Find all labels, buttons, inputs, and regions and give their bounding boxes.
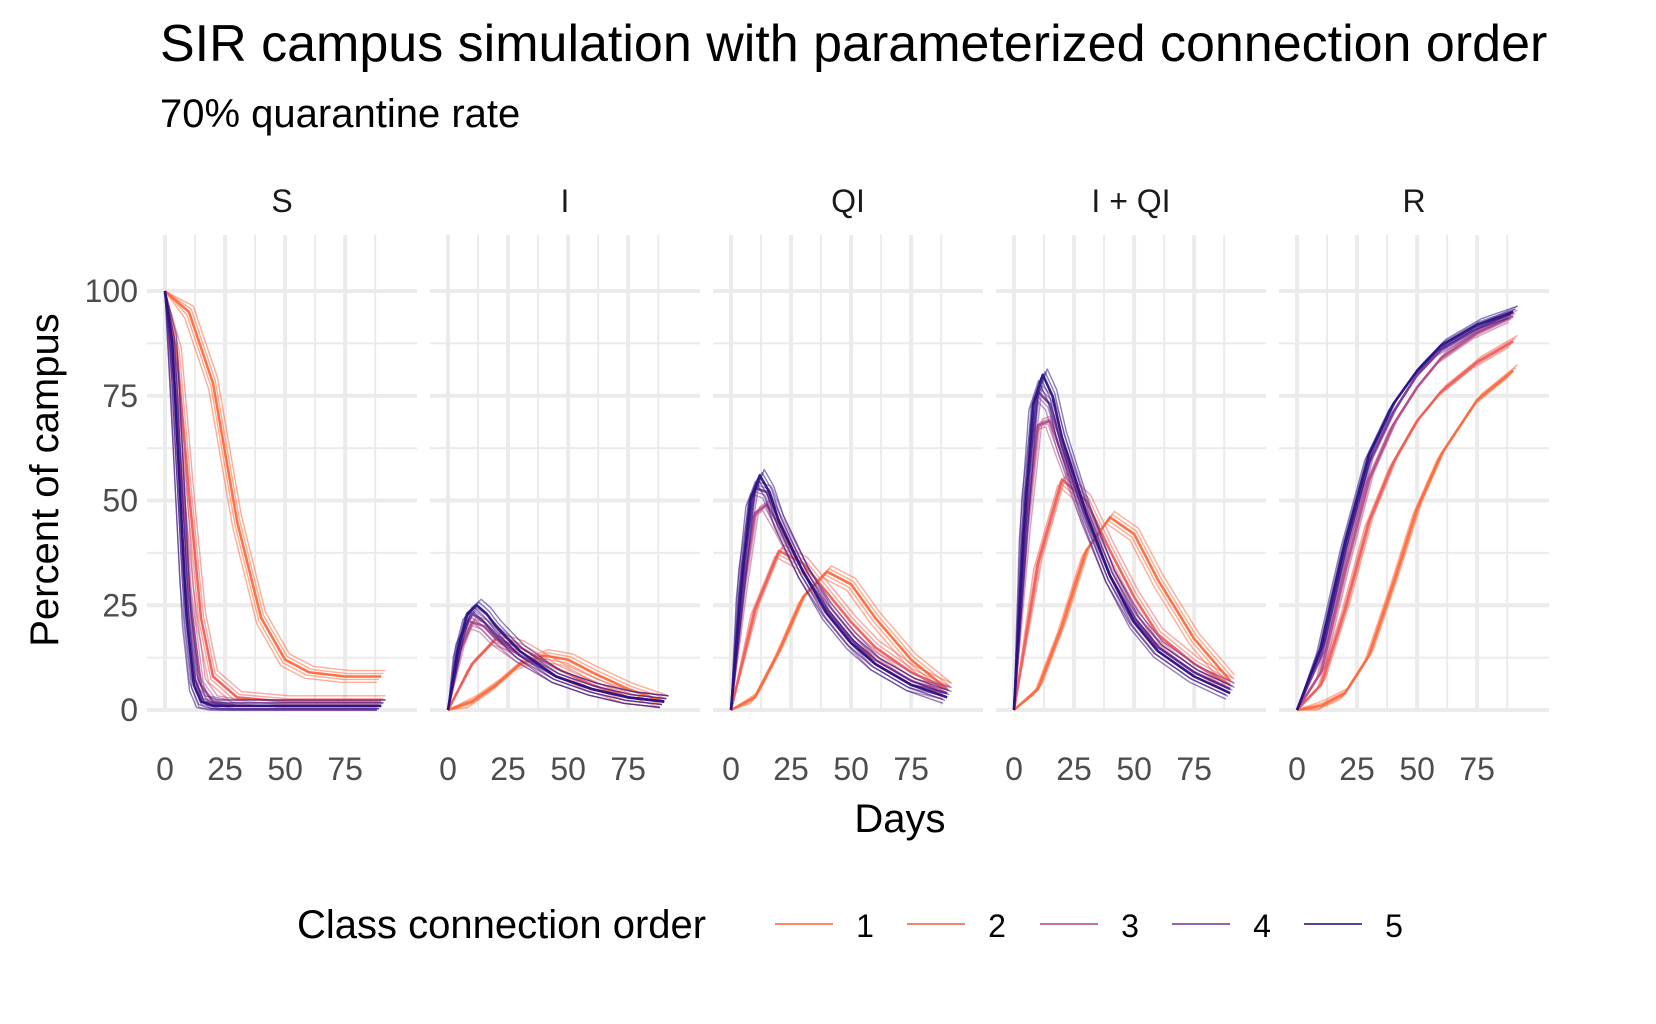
series-line-i-order-5 bbox=[447, 610, 660, 711]
y-tick-label: 50 bbox=[102, 483, 138, 519]
legend-title: Class connection order bbox=[297, 903, 706, 947]
x-tick-label: 75 bbox=[327, 751, 363, 787]
series-line-qi-order-5 bbox=[730, 477, 946, 711]
facet-label-i: I bbox=[561, 183, 570, 219]
x-tick-label: 25 bbox=[490, 751, 526, 787]
series-line-s-order-4 bbox=[163, 290, 382, 708]
series-line-i-qi-order-5 bbox=[1012, 373, 1231, 711]
series-line-i-qi-order-5 bbox=[1013, 377, 1229, 711]
series-line-i-qi-order-1 bbox=[1013, 510, 1236, 711]
x-tick-label: 0 bbox=[156, 751, 174, 787]
series-line-r-order-3 bbox=[1295, 315, 1514, 711]
series-line-qi-order-4 bbox=[729, 486, 948, 711]
x-tick-label: 25 bbox=[1056, 751, 1092, 787]
series-line-i-order-5 bbox=[446, 604, 665, 711]
series-line-qi-order-5 bbox=[730, 480, 944, 711]
y-tick-label: 25 bbox=[102, 587, 138, 623]
series-line-i-qi-order-5 bbox=[1013, 380, 1227, 711]
x-tick-label: 75 bbox=[1459, 751, 1495, 787]
series-line-i-qi-order-2 bbox=[1012, 478, 1231, 711]
x-tick-label: 0 bbox=[439, 751, 457, 787]
series-line-r-order-2 bbox=[1296, 334, 1518, 711]
series-line-i-qi-order-5 bbox=[1013, 371, 1233, 711]
series-line-qi-order-5 bbox=[730, 471, 950, 711]
series-line-s-order-2 bbox=[164, 290, 386, 697]
series-line-s-order-2 bbox=[164, 290, 384, 700]
y-tick-label: 75 bbox=[102, 378, 138, 414]
legend-label-5: 5 bbox=[1385, 908, 1403, 944]
series-line-s-order-5 bbox=[164, 291, 377, 711]
x-axis-title: Days bbox=[854, 797, 945, 841]
series-line-qi-order-5 bbox=[730, 468, 952, 711]
series-line-qi-order-1 bbox=[730, 565, 952, 711]
series-line-s-order-3 bbox=[163, 290, 382, 708]
y-tick-label: 100 bbox=[85, 273, 138, 309]
series-line-r-order-5 bbox=[1296, 305, 1518, 711]
x-tick-label: 75 bbox=[610, 751, 646, 787]
x-tick-label: 50 bbox=[1116, 751, 1152, 787]
y-axis-title: Percent of campus bbox=[23, 313, 67, 647]
legend-label-1: 1 bbox=[856, 908, 874, 944]
x-tick-label: 0 bbox=[722, 751, 740, 787]
series-line-s-order-1 bbox=[164, 290, 386, 672]
series-line-s-order-5 bbox=[163, 290, 382, 708]
series-line-s-order-5 bbox=[164, 291, 379, 710]
series-line-i-order-5 bbox=[447, 601, 667, 711]
series-line-qi-order-2 bbox=[730, 544, 952, 711]
x-tick-label: 75 bbox=[893, 751, 929, 787]
series-line-s-order-1 bbox=[164, 290, 384, 675]
series-line-s-order-1 bbox=[164, 290, 377, 683]
x-tick-label: 25 bbox=[207, 751, 243, 787]
series-line-r-order-2 bbox=[1296, 337, 1516, 711]
series-line-r-order-2 bbox=[1296, 340, 1514, 711]
series-line-s-order-1 bbox=[164, 290, 382, 678]
series-line-i-order-1 bbox=[447, 649, 669, 711]
x-tick-label: 0 bbox=[1005, 751, 1023, 787]
chart-title: SIR campus simulation with parameterized… bbox=[160, 15, 1548, 73]
facet-label-r: R bbox=[1402, 183, 1425, 219]
series-line-qi-order-2 bbox=[730, 547, 950, 711]
series-line-i-qi-order-5 bbox=[1013, 368, 1235, 711]
y-tick-label: 0 bbox=[120, 692, 138, 728]
facet-label-i-qi: I + QI bbox=[1091, 183, 1170, 219]
series-line-i-qi-order-2 bbox=[1013, 473, 1235, 711]
x-tick-label: 75 bbox=[1176, 751, 1212, 787]
x-tick-label: 25 bbox=[773, 751, 809, 787]
legend-label-2: 2 bbox=[988, 908, 1006, 944]
x-tick-label: 50 bbox=[833, 751, 869, 787]
legend-label-4: 4 bbox=[1253, 908, 1271, 944]
series-line-i-order-1 bbox=[447, 654, 665, 712]
series-line-qi-order-5 bbox=[729, 474, 948, 711]
legend-label-3: 3 bbox=[1121, 908, 1139, 944]
x-tick-label: 50 bbox=[550, 751, 586, 787]
x-tick-label: 0 bbox=[1288, 751, 1306, 787]
series-line-i-order-5 bbox=[447, 607, 663, 711]
facet-label-qi: QI bbox=[831, 183, 865, 219]
series-line-i-order-5 bbox=[447, 598, 669, 711]
series-line-s-order-5 bbox=[164, 290, 386, 701]
series-line-i-order-1 bbox=[447, 651, 667, 711]
x-tick-label: 50 bbox=[1399, 751, 1435, 787]
facet-label-s: S bbox=[271, 183, 292, 219]
series-line-s-order-5 bbox=[164, 290, 384, 704]
x-tick-label: 50 bbox=[267, 751, 303, 787]
series-line-i-qi-order-2 bbox=[1013, 475, 1233, 711]
series-line-s-order-1 bbox=[164, 290, 379, 681]
series-line-qi-order-2 bbox=[729, 549, 948, 711]
x-tick-label: 25 bbox=[1339, 751, 1375, 787]
series-line-r-order-1 bbox=[1296, 364, 1518, 711]
series-line-i-qi-order-4 bbox=[1013, 385, 1235, 711]
chart-subtitle: 70% quarantine rate bbox=[160, 92, 521, 136]
